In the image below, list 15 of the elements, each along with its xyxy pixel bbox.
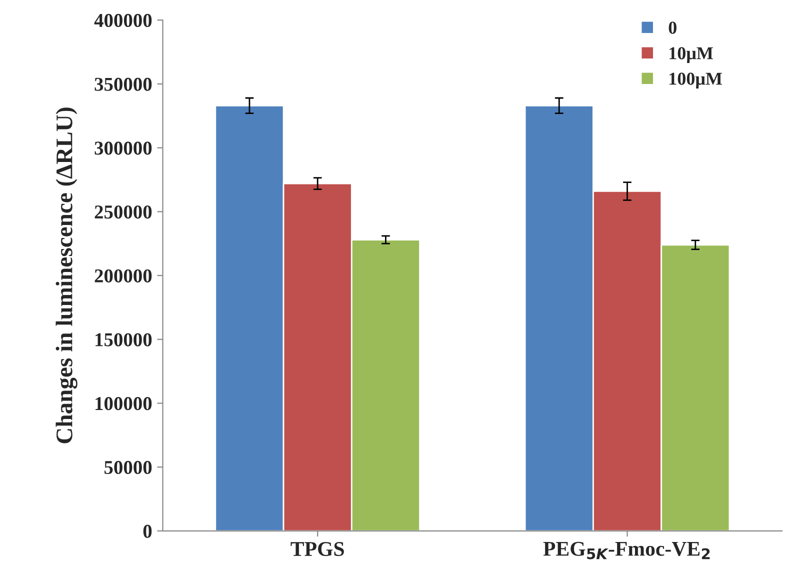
- legend-label: 10μM: [670, 47, 713, 64]
- y-tick-label: 300000: [94, 142, 152, 155]
- y-tick-label: 400000: [94, 14, 152, 28]
- y-tick-label: 100000: [96, 397, 152, 410]
- y-tick-label: 50000: [104, 460, 152, 474]
- y-tick-label: 200000: [94, 269, 152, 282]
- x-tick-label: PEG$_{5K}$-Fmoc-VE$_{2}$: [543, 542, 710, 560]
- legend-label: 0: [668, 22, 676, 34]
- legend-label: 100μM: [670, 72, 722, 89]
- y-tick-label: 150000: [96, 333, 152, 346]
- y-tick-label: 0: [143, 524, 152, 538]
- y-axis-title: Changes in luminescence (∆RLU): [56, 108, 78, 444]
- y-tick-label: 250000: [94, 205, 152, 219]
- y-tick-label: 350000: [94, 78, 152, 91]
- x-tick-label: TPGS: [290, 542, 344, 556]
